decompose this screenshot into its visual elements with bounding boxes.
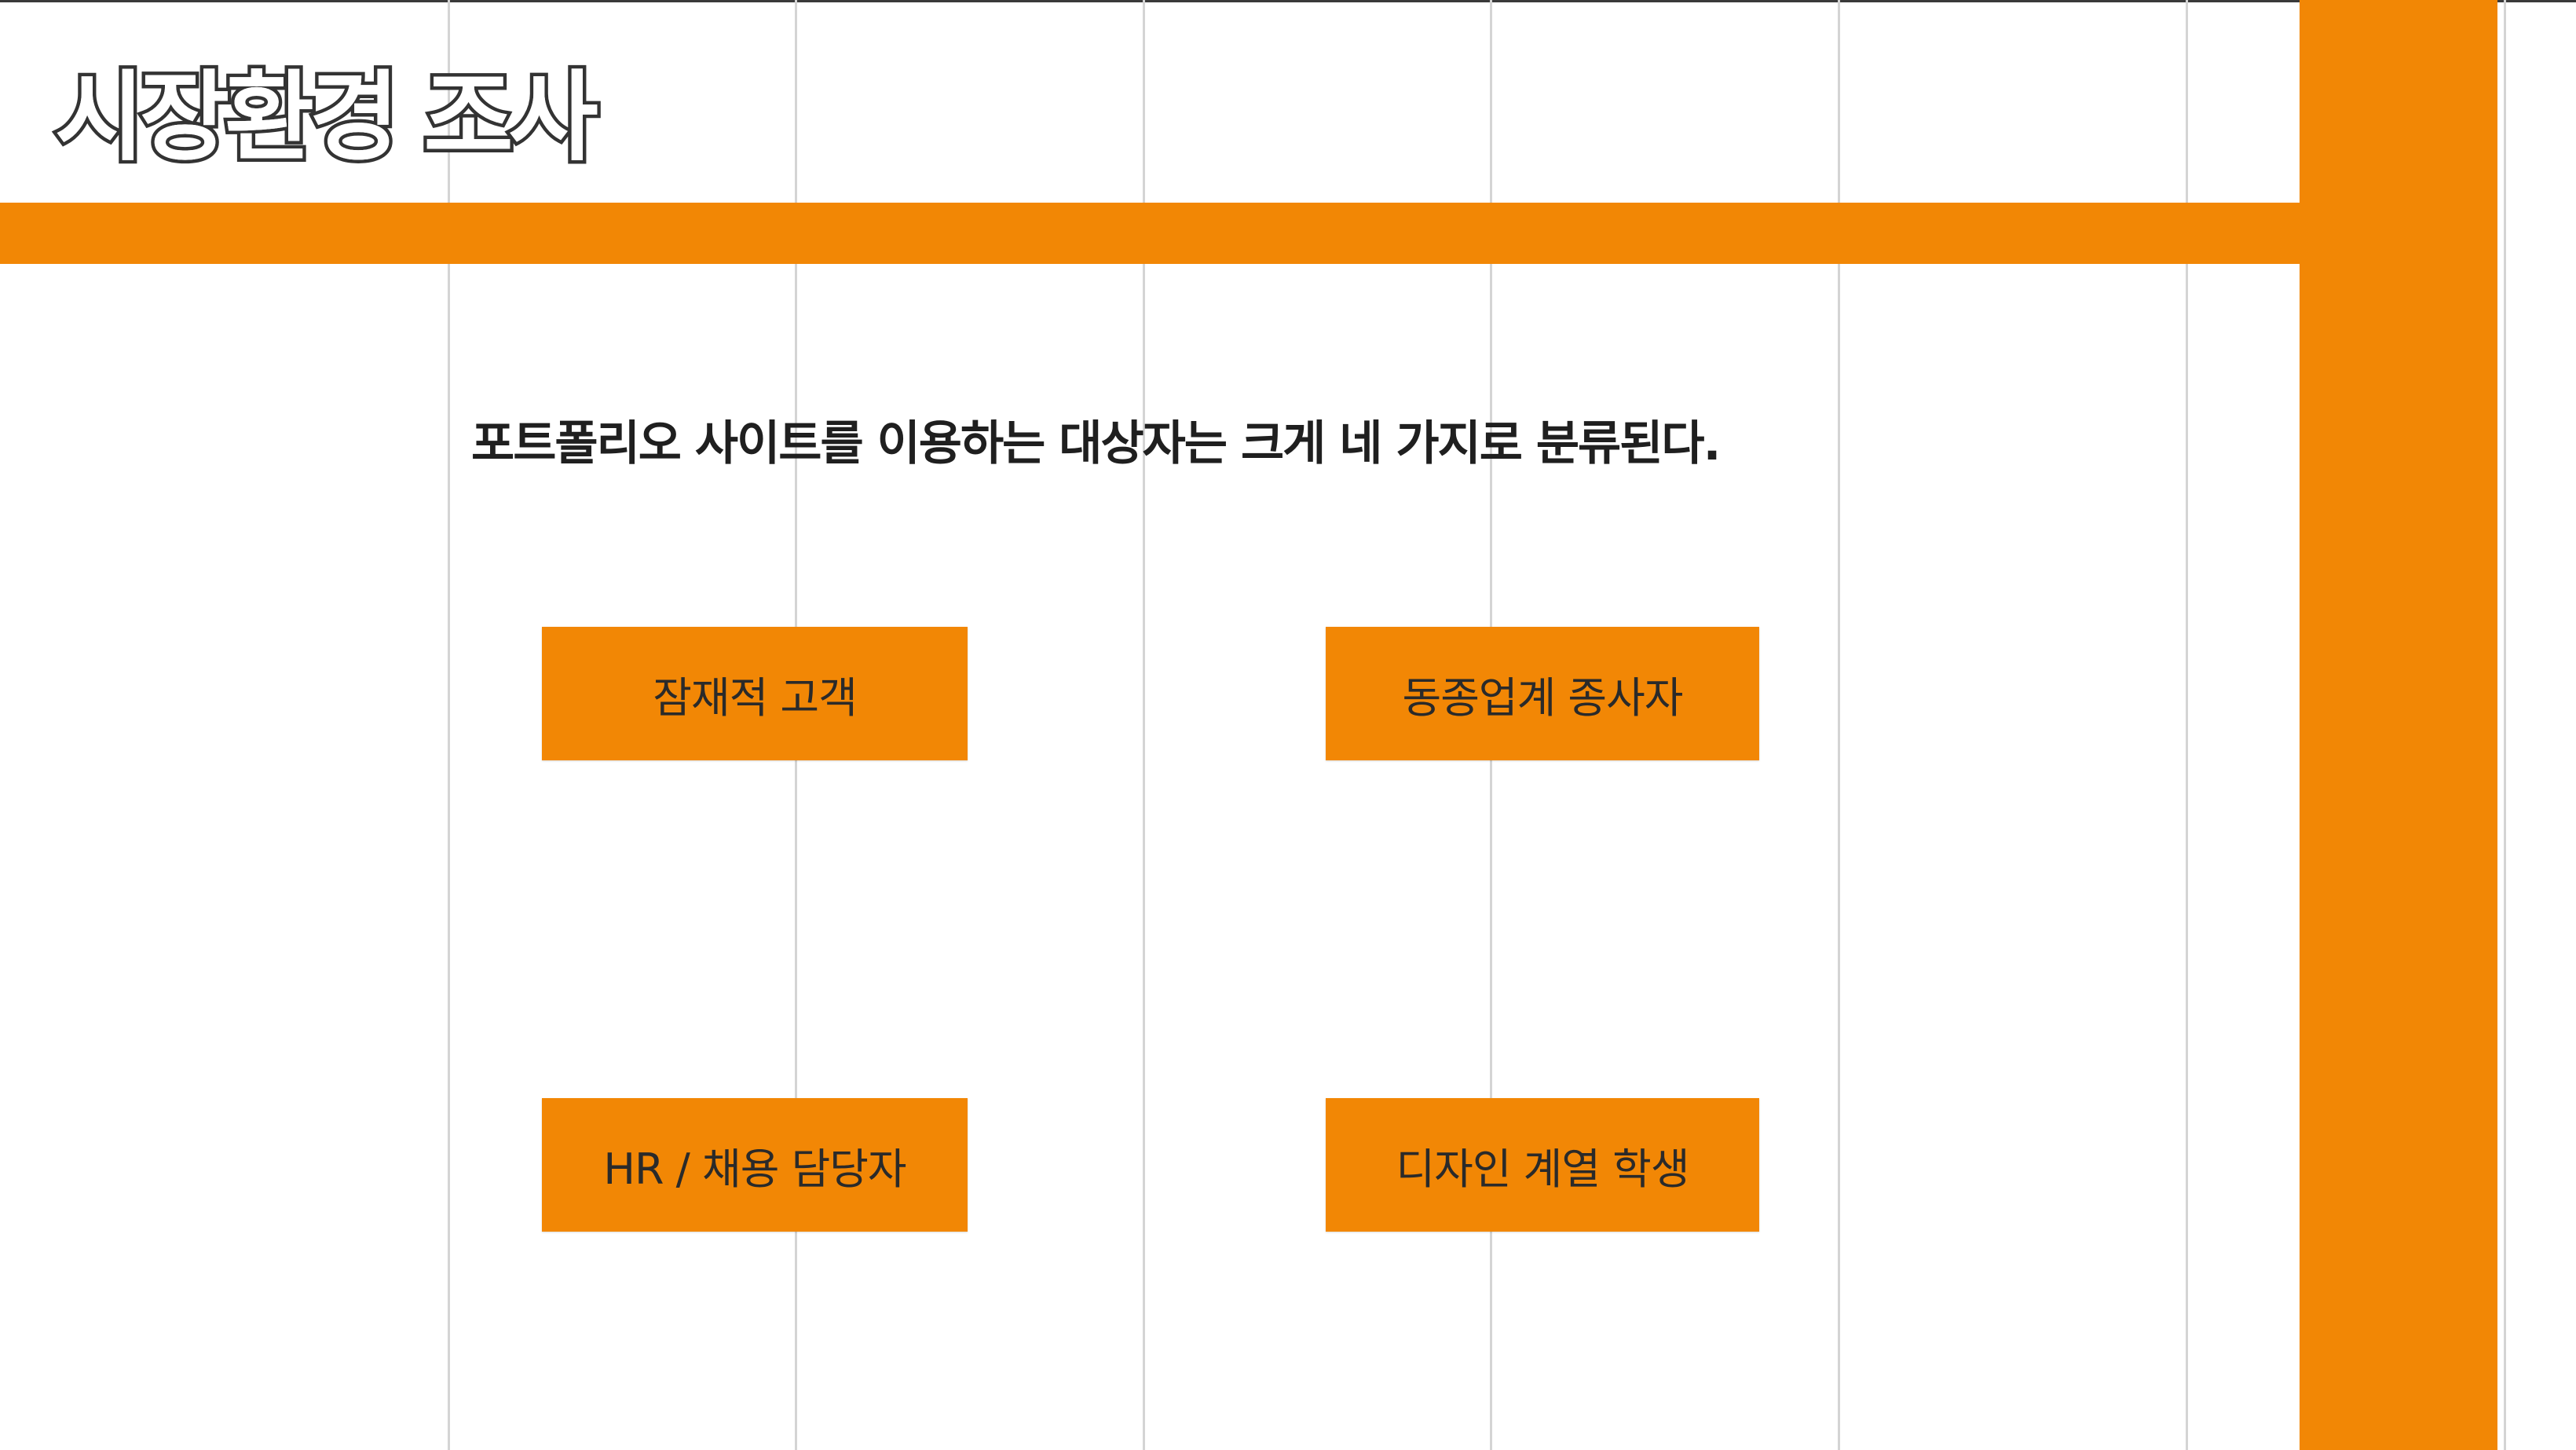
right-accent-bar: [2300, 0, 2497, 1450]
category-label: 동종업계 종사자: [1402, 672, 1684, 723]
grid-line: [2504, 0, 2506, 1450]
category-label: 디자인 계열 학생: [1396, 1144, 1689, 1194]
header-band: [0, 203, 2301, 264]
category-box-potential-customer: 잠재적 고객: [542, 627, 968, 760]
grid-line: [1838, 0, 1840, 1450]
category-box-hr-recruiter: HR / 채용 담당자: [542, 1098, 968, 1232]
category-box-design-student: 디자인 계열 학생: [1326, 1098, 1759, 1232]
grid-line: [448, 0, 450, 1450]
category-label: HR / 채용 담당자: [603, 1144, 906, 1194]
grid-line: [1143, 0, 1145, 1450]
category-label: 잠재적 고객: [653, 672, 858, 723]
slide-title: 시장환경 조사: [52, 58, 602, 178]
slide-subtitle: 포트폴리오 사이트를 이용하는 대상자는 크게 네 가지로 분류된다.: [471, 416, 1721, 471]
top-border: [0, 0, 2576, 2]
category-box-industry-worker: 동종업계 종사자: [1326, 627, 1759, 760]
grid-line: [2186, 0, 2188, 1450]
